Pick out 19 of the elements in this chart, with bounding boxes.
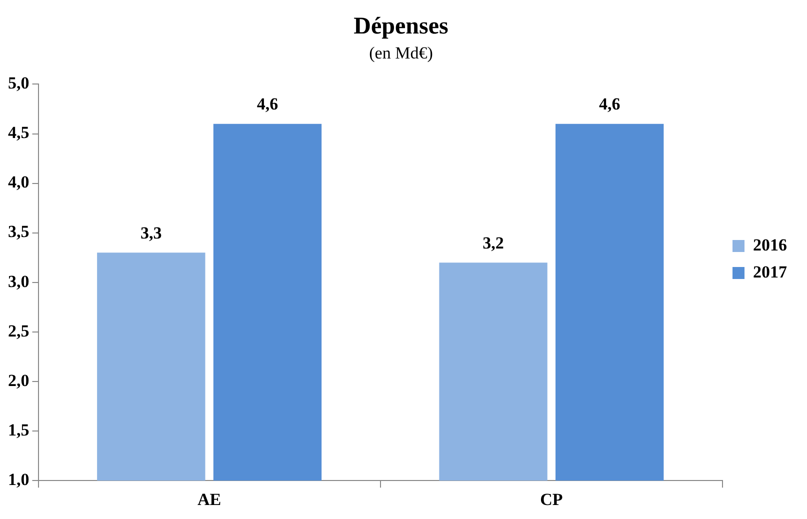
y-tick-label: 4,0	[8, 172, 30, 192]
x-tick-label: CP	[540, 490, 563, 510]
data-label: 3,3	[140, 224, 162, 243]
data-label: 4,6	[256, 94, 278, 114]
data-label: 3,2	[482, 233, 504, 252]
y-tick-label: 3,5	[8, 222, 30, 242]
y-tick-label: 5,0	[8, 74, 30, 93]
legend-label: 2017	[753, 262, 788, 282]
chart-subtitle: (en Md€)	[369, 43, 433, 62]
chart-title: Dépenses	[354, 14, 448, 40]
y-tick-label: 1,5	[8, 420, 30, 440]
y-tick-label: 2,0	[8, 370, 30, 390]
legend-label: 2016	[753, 235, 787, 254]
x-tick-label: AE	[198, 490, 222, 510]
y-tick-label: 2,5	[8, 321, 30, 340]
y-tick-label: 1,0	[8, 470, 30, 489]
data-label: 4,6	[598, 94, 620, 114]
y-tick-label: 3,0	[8, 272, 30, 291]
y-tick-label: 4,5	[8, 123, 30, 142]
